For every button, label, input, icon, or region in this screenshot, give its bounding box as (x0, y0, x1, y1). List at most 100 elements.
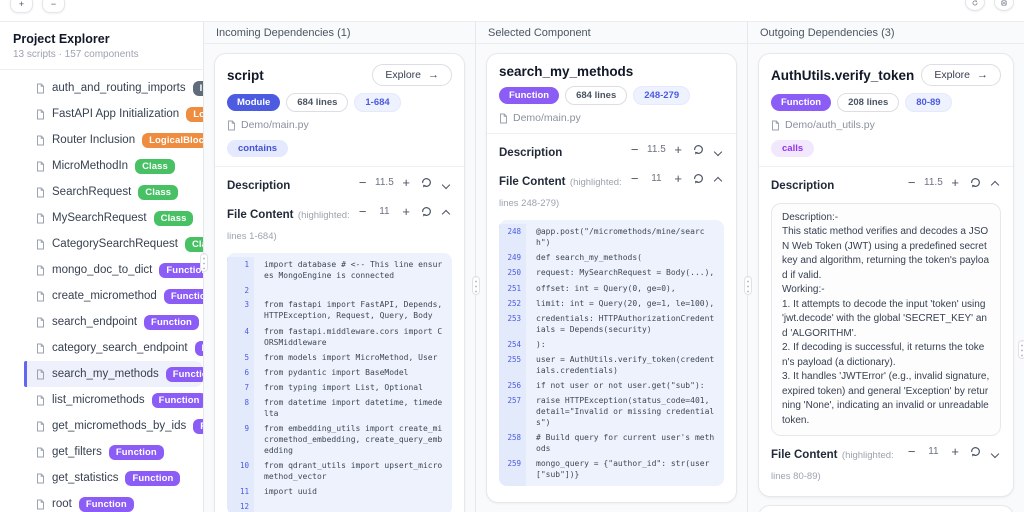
font-increase-button[interactable]: + (671, 171, 685, 187)
panel-resize-handle[interactable] (1018, 340, 1024, 359)
line-number: 3 (227, 297, 254, 324)
line-number: 252 (499, 295, 526, 311)
file-path: Demo/auth_utils.py (785, 119, 875, 131)
file-icon (36, 265, 45, 276)
chevron-down-icon (441, 180, 451, 190)
sidebar-item-auth_and_routing_imports[interactable]: auth_and_routing_imports Imports (0, 75, 203, 101)
file-content-section-header: File Content (highlighted: lines 248-279… (499, 171, 724, 213)
reset-icon (422, 206, 431, 217)
collapse-toggle-button[interactable] (440, 175, 452, 191)
file-icon (36, 109, 45, 120)
code-line: 251 offset: int = Query(0, ge=0), (499, 280, 724, 296)
code-line: 10 from qdrant_utils import upsert_microm… (227, 457, 452, 484)
sidebar-item-search_endpoint[interactable]: search_endpoint Function (0, 309, 203, 335)
line-number: 256 (499, 377, 526, 393)
range-badge: 80-89 (905, 93, 952, 112)
dependency-card-script: script Explore → Module 684 lines 1-684 … (214, 53, 465, 512)
font-increase-button[interactable]: + (399, 175, 413, 191)
reset-font-button[interactable] (418, 175, 435, 191)
selected-component-panel: Selected Component search_my_methods Fun… (476, 22, 748, 512)
sidebar-item-list_micromethods[interactable]: list_micromethods Function (0, 387, 203, 413)
line-number: 9 (227, 420, 254, 458)
sidebar-subtitle: 13 scripts · 157 components (13, 49, 139, 60)
code-text: import uuid (264, 486, 317, 496)
sidebar-item-get_filters[interactable]: get_filters Function (0, 439, 203, 465)
font-decrease-button[interactable]: − (628, 142, 642, 158)
font-decrease-button[interactable]: − (356, 175, 370, 191)
line-number: 2 (227, 283, 254, 298)
line-number: 254 (499, 336, 526, 352)
sidebar-item-CategorySearchRequest[interactable]: CategorySearchRequest Class (0, 231, 203, 257)
sidebar-item-MySearchRequest[interactable]: MySearchRequest Class (0, 205, 203, 231)
topbar: + − (0, 0, 1024, 22)
explore-button[interactable]: Explore → (372, 64, 452, 86)
reset-icon (694, 145, 703, 155)
code-text: from models import MicroMethod, User (264, 352, 438, 362)
refresh-button[interactable] (965, 0, 985, 11)
code-viewer[interactable]: 1 import database # <-- This line ensures… (227, 253, 452, 512)
sidebar-item-Router Inclusion[interactable]: Router Inclusion LogicalBlock (0, 127, 203, 153)
sidebar-item-mongo_doc_to_dict[interactable]: mongo_doc_to_dict Function (0, 257, 203, 283)
code-line: 249 def search_my_methods( (499, 250, 724, 266)
code-text: from pydantic import BaseModel (264, 367, 409, 377)
line-number: 4 (227, 323, 254, 350)
minus-icon: − (50, 0, 57, 9)
sidebar-item-get_micromethods_by_ids[interactable]: get_micromethods_by_ids Function (0, 413, 203, 439)
font-increase-button[interactable]: + (399, 204, 413, 220)
sidebar-item-root[interactable]: root Function (0, 491, 203, 512)
code-text: import database # <-- This line ensures … (264, 260, 443, 281)
file-path: Demo/main.py (241, 119, 309, 131)
panel-resize-handle[interactable] (472, 276, 480, 295)
collapse-toggle-button[interactable] (712, 142, 724, 158)
reset-font-button[interactable] (418, 204, 435, 220)
sidebar-item-label: FastAPI App Initialization (52, 108, 180, 120)
type-badge: Function (144, 314, 199, 330)
font-increase-button[interactable]: + (948, 175, 962, 191)
collapse-toggle-button[interactable] (989, 444, 1001, 460)
sidebar-item-FastAPI App Initialization[interactable]: FastAPI App Initialization LogicalBlock (0, 101, 203, 127)
component-tree: auth_and_routing_imports Imports FastAPI A… (0, 70, 203, 512)
sidebar-item-create_micromethod[interactable]: create_micromethod Function (0, 283, 203, 309)
code-line: 255 user = AuthUtils.verify_token(credent… (499, 351, 724, 378)
reset-icon (971, 178, 980, 188)
file-icon (499, 113, 508, 124)
save-button[interactable] (994, 0, 1014, 11)
font-decrease-button[interactable]: − (905, 175, 919, 191)
sidebar-item-label: SearchRequest (52, 186, 132, 198)
code-text: limit: int = Query(20, ge=1, le=100), (536, 298, 715, 308)
zoom-in-button[interactable]: + (10, 0, 33, 13)
card-title: AuthUtils.verify_token (771, 67, 915, 83)
arrow-right-icon: → (977, 69, 988, 81)
reset-font-button[interactable] (967, 175, 984, 191)
reset-font-button[interactable] (690, 171, 707, 187)
explore-button[interactable]: Explore → (921, 64, 1001, 86)
panel-resize-handle[interactable] (744, 276, 752, 295)
font-increase-button[interactable]: + (671, 142, 685, 158)
collapse-toggle-button[interactable] (440, 204, 452, 220)
font-decrease-button[interactable]: − (356, 204, 370, 220)
reset-font-button[interactable] (690, 142, 707, 158)
sidebar-item-MicroMethodIn[interactable]: MicroMethodIn Class (0, 153, 203, 179)
file-content-section-header: File Content (highlighted: lines 1-684) … (227, 204, 452, 246)
reset-font-button[interactable] (967, 444, 984, 460)
collapse-toggle-button[interactable] (712, 171, 724, 187)
font-increase-button[interactable]: + (948, 444, 962, 460)
font-decrease-button[interactable]: − (905, 444, 919, 460)
code-line: 257 raise HTTPException(status_code=401, … (499, 392, 724, 430)
chevron-up-icon (990, 180, 1000, 190)
zoom-out-button[interactable]: − (42, 0, 65, 13)
sidebar-item-category_search_endpoint[interactable]: category_search_endpoint Function (0, 335, 203, 361)
line-number: 5 (227, 349, 254, 365)
divider (759, 166, 1013, 167)
panel-resize-handle[interactable] (200, 253, 208, 272)
font-decrease-button[interactable]: − (628, 171, 642, 187)
collapse-toggle-button[interactable] (989, 175, 1001, 191)
sidebar-item-search_my_methods[interactable]: search_my_methods Function (24, 361, 203, 387)
code-viewer[interactable]: 248 @app.post("/micromethods/mine/search"… (499, 220, 724, 487)
divider (215, 166, 464, 167)
file-icon (36, 395, 45, 406)
sidebar-item-get_statistics[interactable]: get_statistics Function (0, 465, 203, 491)
sidebar-item-SearchRequest[interactable]: SearchRequest Class (0, 179, 203, 205)
dependency-card-authutils-verify-token: AuthUtils.verify_token Explore → Functio… (758, 53, 1014, 497)
line-number: 1 (227, 257, 254, 284)
